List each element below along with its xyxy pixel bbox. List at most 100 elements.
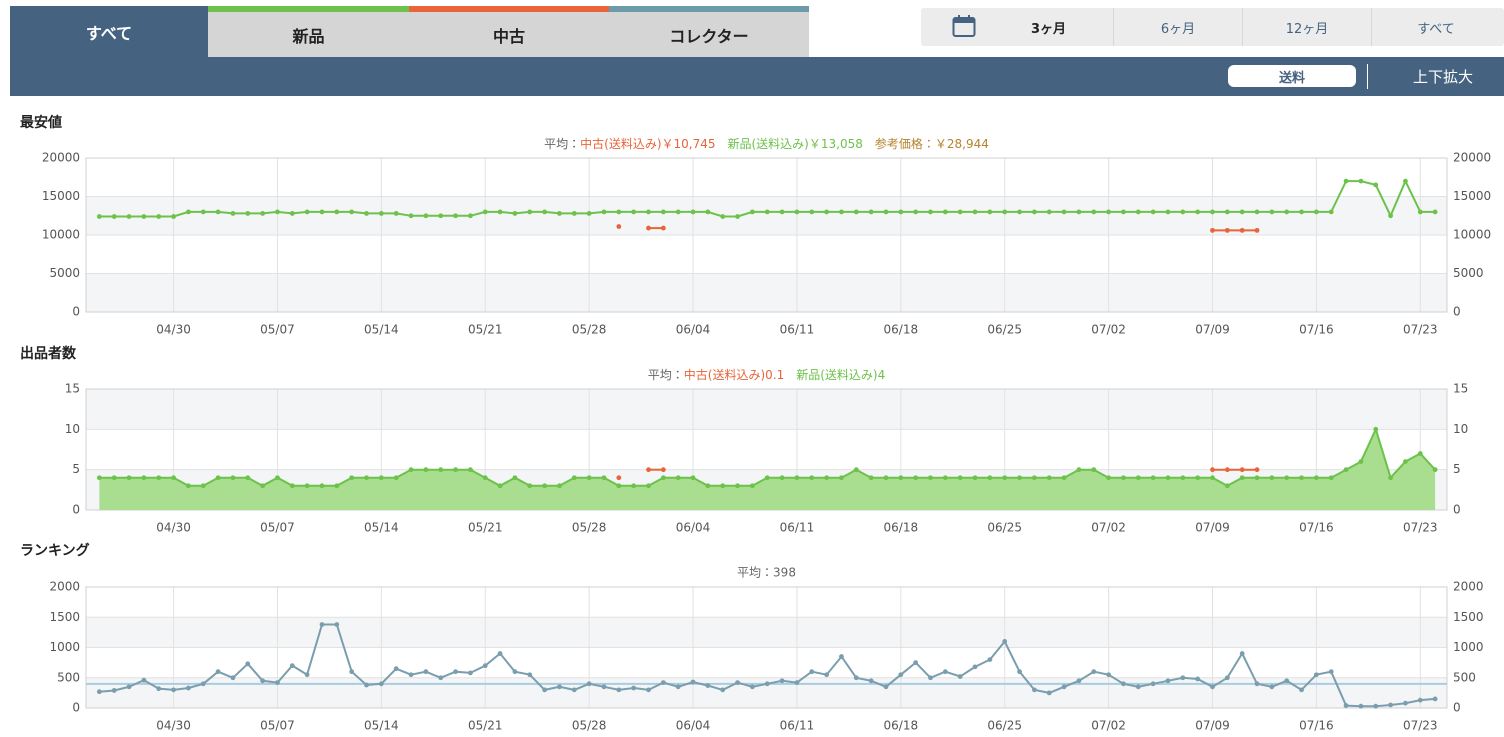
x-tick-label: 07/16 [1299, 323, 1334, 337]
point [1031, 209, 1037, 215]
tab[interactable]: 中古 [409, 6, 609, 57]
point [438, 467, 444, 473]
point [809, 475, 815, 481]
y-tick-label: 1500 [49, 610, 80, 624]
x-tick-label: 07/23 [1403, 719, 1438, 733]
x-tick-label: 05/14 [364, 323, 399, 337]
point [200, 209, 206, 215]
y-tick-label: 1000 [49, 640, 80, 654]
point [512, 211, 518, 216]
y-tick-label: 2000 [49, 580, 80, 594]
point [1135, 684, 1141, 690]
point [1388, 213, 1394, 219]
chart-title: ランキング [20, 542, 90, 559]
point [1358, 459, 1364, 464]
point [1328, 669, 1334, 675]
point [675, 684, 681, 690]
point [1254, 209, 1260, 215]
y-tick-label: 5 [72, 462, 80, 476]
zoom-button[interactable]: 上下拡大 [1412, 68, 1473, 86]
point [972, 475, 978, 481]
y-tick-label: 20000 [42, 151, 80, 165]
band [86, 273, 1447, 312]
point [1061, 684, 1067, 690]
point [972, 664, 978, 670]
point [646, 467, 651, 473]
plot-border [85, 157, 1448, 313]
shipping-toggle[interactable]: 送料 [1228, 65, 1356, 87]
point [809, 209, 815, 215]
point [972, 209, 978, 215]
point [512, 475, 518, 481]
point [126, 684, 132, 690]
x-tick-label: 04/30 [156, 719, 191, 733]
point [1403, 178, 1408, 184]
band [86, 617, 1447, 648]
point [1046, 475, 1052, 481]
point [96, 689, 102, 695]
point [660, 225, 666, 231]
point [675, 475, 681, 481]
point [557, 483, 562, 489]
point [705, 483, 711, 489]
point [646, 209, 651, 215]
y-tick-label: 15000 [42, 189, 80, 203]
y-tick-label: 5000 [49, 266, 80, 280]
y-tick-label: 10 [65, 422, 80, 436]
y-tick-label: 0 [72, 701, 80, 715]
point [1254, 227, 1260, 233]
point [750, 483, 755, 489]
point [289, 211, 295, 216]
point [230, 675, 236, 681]
point [616, 209, 622, 215]
point [408, 467, 414, 473]
point [646, 225, 651, 231]
point [616, 224, 622, 229]
point [1076, 678, 1082, 684]
point [334, 209, 340, 215]
point [750, 684, 755, 690]
point [393, 475, 399, 481]
point [839, 209, 844, 215]
point [126, 214, 132, 219]
tab[interactable]: 新品 [208, 6, 409, 57]
chart-title: 最安値 [20, 114, 62, 131]
point [1224, 675, 1230, 681]
point [764, 209, 770, 215]
point [378, 475, 384, 481]
chart-subtitle: 平均：中古(送料込み)￥10,745 新品(送料込み)￥13,058 参考価格：￥2… [544, 136, 989, 151]
x-tick-label: 05/14 [364, 719, 399, 733]
point [1002, 209, 1008, 215]
point [809, 669, 815, 675]
point [186, 209, 191, 215]
point [1328, 209, 1334, 215]
point [1061, 475, 1067, 481]
x-tick-label: 07/09 [1195, 323, 1230, 337]
point [171, 214, 176, 219]
point [468, 467, 473, 473]
point [942, 475, 948, 481]
range-button[interactable]: 3ヶ月 [1030, 21, 1067, 37]
y2-tick-label: 500 [1453, 670, 1476, 684]
point [423, 669, 429, 675]
point [527, 483, 533, 489]
point [794, 209, 800, 215]
y2-tick-label: 0 [1453, 503, 1461, 517]
range-button[interactable]: 12ヶ月 [1242, 8, 1371, 46]
point [215, 209, 221, 215]
range-button[interactable]: すべて [1371, 8, 1500, 46]
point [482, 663, 488, 669]
range-button[interactable]: 6ヶ月 [1113, 8, 1242, 46]
point [1417, 697, 1423, 703]
x-tick-label: 07/16 [1299, 719, 1334, 733]
point [408, 672, 414, 678]
tab[interactable]: すべて [10, 6, 208, 57]
x-tick-label: 05/21 [468, 719, 503, 733]
point [616, 475, 622, 481]
point [1254, 681, 1260, 687]
point [1210, 684, 1215, 690]
point [1313, 475, 1319, 481]
tab[interactable]: コレクター [609, 6, 809, 57]
point [913, 209, 919, 215]
point [482, 475, 488, 481]
